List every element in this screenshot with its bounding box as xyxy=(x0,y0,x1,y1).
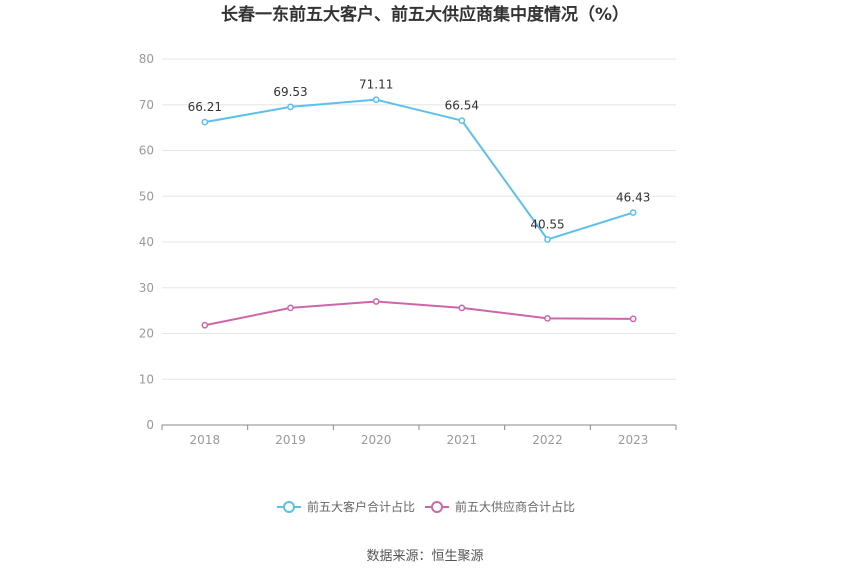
y-tick-label: 50 xyxy=(139,189,154,203)
chart-title: 长春一东前五大客户、前五大供应商集中度情况（%） xyxy=(221,4,629,25)
x-axis: 2018 2019 2020 2021 2022 2023 xyxy=(161,424,677,447)
data-point[interactable] xyxy=(201,118,209,126)
legend[interactable]: 前五大客户合计占比 前五大供应商合计占比 xyxy=(277,499,575,514)
data-label: 69.53 xyxy=(273,85,307,99)
data-point[interactable] xyxy=(201,321,209,329)
grid xyxy=(162,58,676,380)
data-point[interactable] xyxy=(544,236,551,243)
series-line-0 xyxy=(204,98,634,241)
data-label: 66.54 xyxy=(445,99,479,113)
y-tick-label: 30 xyxy=(139,281,154,295)
series-line-1 xyxy=(204,300,634,327)
x-tick-label: 2019 xyxy=(275,433,306,447)
data-point[interactable] xyxy=(629,315,637,323)
y-tick-label: 20 xyxy=(139,327,154,341)
y-tick-label: 10 xyxy=(139,372,154,386)
x-tick-label: 2021 xyxy=(447,433,478,447)
x-tick-label: 2018 xyxy=(190,433,221,447)
x-tick-label: 2020 xyxy=(361,433,392,447)
data-point[interactable] xyxy=(544,315,551,322)
series-layer: 66.21 69.53 71.11 66.54 40.55 46.43 xyxy=(188,78,650,329)
data-label: 40.55 xyxy=(530,217,564,231)
data-point[interactable] xyxy=(629,209,637,216)
data-point[interactable] xyxy=(458,304,466,312)
data-label: 71.11 xyxy=(359,78,393,92)
legend-item-0[interactable]: 前五大客户合计占比 xyxy=(277,499,415,514)
x-tick-label: 2022 xyxy=(532,433,563,447)
data-label: 66.21 xyxy=(188,100,222,114)
data-point[interactable] xyxy=(287,103,294,111)
legend-label: 前五大供应商合计占比 xyxy=(455,499,575,514)
data-point[interactable] xyxy=(372,298,380,305)
data-point[interactable] xyxy=(287,304,294,312)
data-label: 46.43 xyxy=(616,191,650,205)
legend-item-1[interactable]: 前五大供应商合计占比 xyxy=(425,499,575,514)
data-point[interactable] xyxy=(372,96,380,104)
legend-swatch-marker xyxy=(431,501,443,513)
x-tick-label: 2023 xyxy=(618,433,649,447)
legend-label: 前五大客户合计占比 xyxy=(307,499,415,514)
y-tick-label: 60 xyxy=(139,144,154,158)
y-tick-label: 0 xyxy=(146,418,154,432)
legend-swatch-marker xyxy=(283,501,295,513)
y-tick-label: 40 xyxy=(139,235,154,249)
data-point[interactable] xyxy=(458,117,466,124)
y-tick-label: 70 xyxy=(139,98,154,112)
y-tick-label: 80 xyxy=(139,52,154,66)
source-note: 数据来源：恒生聚源 xyxy=(366,549,483,564)
y-axis: 0 10 20 30 40 50 60 70 80 xyxy=(139,52,154,432)
